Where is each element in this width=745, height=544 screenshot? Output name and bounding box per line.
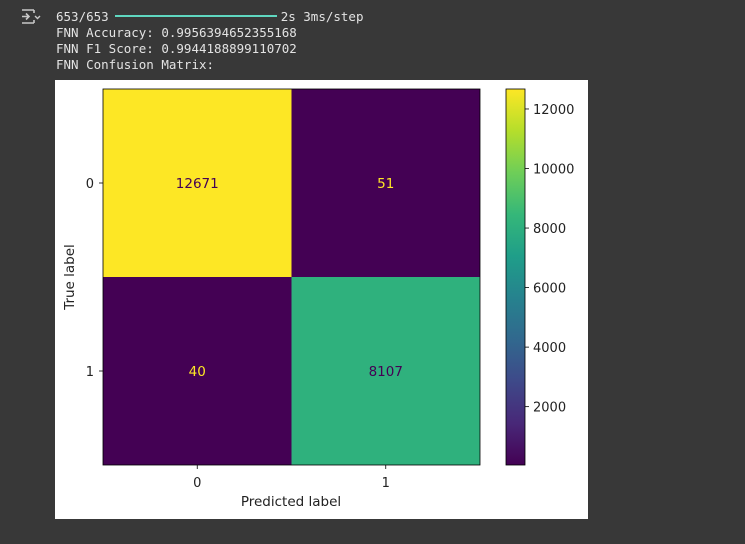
colorbar-tick-label: 12000 xyxy=(533,103,574,118)
progress-bar xyxy=(114,14,277,17)
cell-value-label: 40 xyxy=(189,364,206,380)
heatmap-axes: 0 1 0 1 xyxy=(86,177,390,491)
heatmap-frame xyxy=(102,88,481,466)
colorbar-tick-label: 4000 xyxy=(533,341,566,356)
heatmap-cell xyxy=(291,89,480,277)
confusion-matrix-svg: 12671 51 40 8107 0 1 0 1 Predicted label True … xyxy=(62,88,574,510)
f1-score-text: FNN F1 Score: 0.9944188899110702 xyxy=(56,41,297,56)
progress-time: 2s 3ms/step xyxy=(280,9,364,24)
colorbar-tick-label: 8000 xyxy=(533,222,566,237)
x-axis-label: Predicted label xyxy=(241,494,341,510)
colorbar-tick-label: 10000 xyxy=(533,163,574,178)
progress-count: 653/653 xyxy=(56,9,109,24)
x-tick-label: 0 xyxy=(193,476,201,491)
colorbar-tick-label: 6000 xyxy=(533,282,566,297)
confusion-matrix-title: FNN Confusion Matrix: xyxy=(56,57,215,72)
confusion-matrix-plot: 12671 51 40 8107 0 1 0 1 Predicted label True … xyxy=(55,80,588,519)
heatmap-cell xyxy=(103,89,292,277)
colorbar-tick-label: 2000 xyxy=(533,401,566,416)
y-tick-label: 1 xyxy=(86,365,94,380)
colorbar-axis: 2000 4000 6000 8000 10000 12000 xyxy=(525,103,574,416)
cell-value-label: 51 xyxy=(377,176,394,192)
progress-line: 653/653 2s 3ms/step xyxy=(56,9,363,25)
x-tick-label: 1 xyxy=(382,476,390,491)
colorbar xyxy=(505,88,526,466)
heatmap-cell xyxy=(291,277,480,465)
output-toggle-icon[interactable] xyxy=(19,7,41,27)
y-tick-label: 0 xyxy=(86,177,94,192)
cell-value-label: 12671 xyxy=(176,176,219,192)
cell-value-label: 8107 xyxy=(369,364,403,380)
heatmap-cells: 12671 51 40 8107 xyxy=(103,89,480,465)
y-axis-label: True label xyxy=(62,244,78,311)
accuracy-text: FNN Accuracy: 0.9956394652355168 xyxy=(56,25,297,40)
heatmap-cell xyxy=(103,277,292,465)
